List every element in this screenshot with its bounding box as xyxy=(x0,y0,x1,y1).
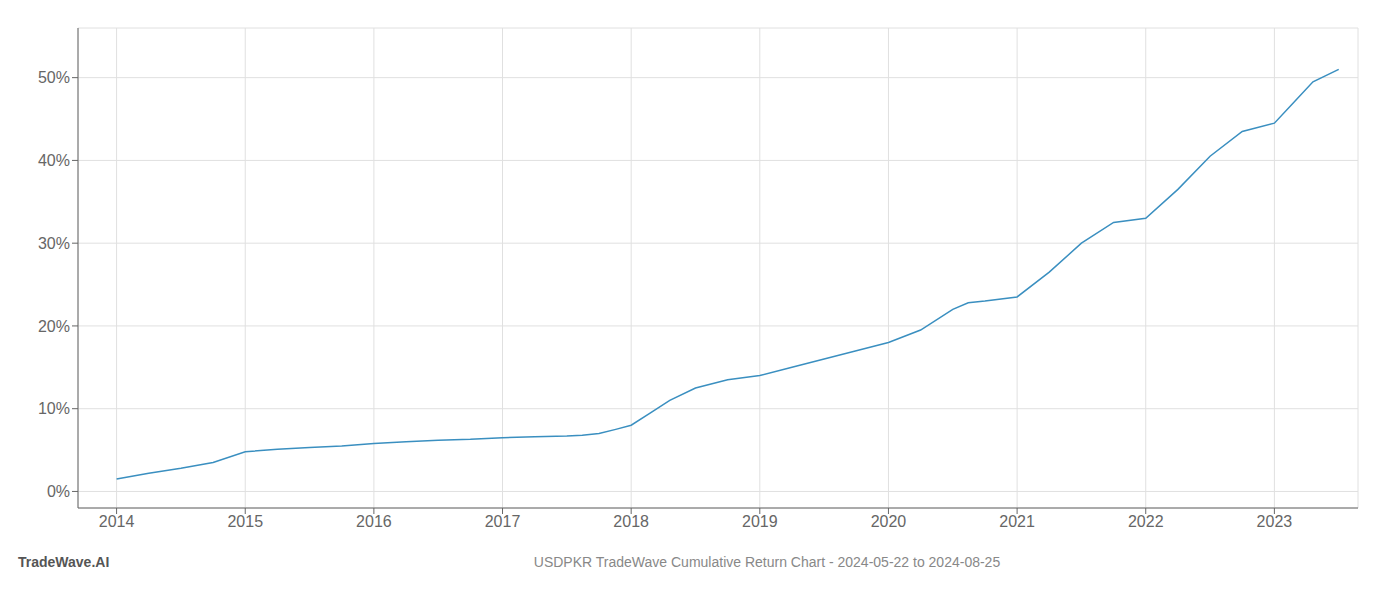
svg-text:10%: 10% xyxy=(38,400,70,417)
svg-text:30%: 30% xyxy=(38,235,70,252)
svg-text:2020: 2020 xyxy=(871,513,907,530)
svg-text:2015: 2015 xyxy=(227,513,263,530)
svg-text:2021: 2021 xyxy=(999,513,1035,530)
svg-text:2018: 2018 xyxy=(613,513,649,530)
svg-text:2023: 2023 xyxy=(1257,513,1293,530)
svg-text:2017: 2017 xyxy=(485,513,521,530)
svg-text:40%: 40% xyxy=(38,152,70,169)
svg-text:2022: 2022 xyxy=(1128,513,1164,530)
svg-text:20%: 20% xyxy=(38,318,70,335)
html-text:TradeWave.AI: TradeWave.AI xyxy=(18,554,110,570)
svg-text:50%: 50% xyxy=(38,69,70,86)
svg-text:2016: 2016 xyxy=(356,513,392,530)
svg-text:0%: 0% xyxy=(47,483,70,500)
html-text:USDPKR TradeWave Cumulative Re: USDPKR TradeWave Cumulative Return Chart… xyxy=(533,554,1001,570)
svg-text:2019: 2019 xyxy=(742,513,778,530)
svg-text:2014: 2014 xyxy=(99,513,135,530)
